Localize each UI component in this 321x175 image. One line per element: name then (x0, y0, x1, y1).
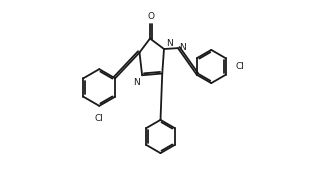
Text: N: N (133, 78, 140, 87)
Text: Cl: Cl (236, 62, 245, 71)
Text: Cl: Cl (95, 114, 104, 123)
Text: N: N (179, 43, 186, 52)
Text: O: O (148, 12, 154, 21)
Text: N: N (166, 39, 173, 48)
